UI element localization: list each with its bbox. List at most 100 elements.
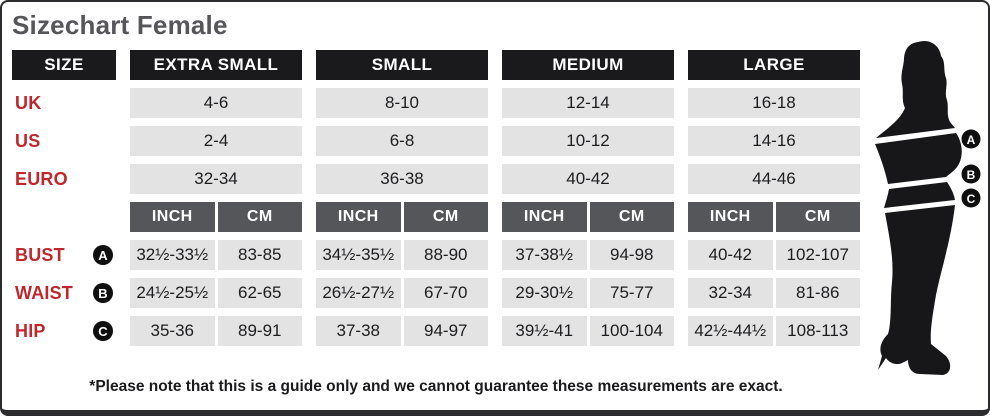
table-cell: 34½-35½ [316, 240, 401, 270]
marker-c-badge: C [93, 321, 113, 341]
table-row-hip: HIP C 35-36 89-91 37-38 94-97 39½-41 100… [12, 316, 860, 346]
marker-a-badge: A [93, 245, 113, 265]
waist-medium: 29-30½ 75-77 [502, 278, 674, 308]
col-header-size: SIZE [12, 50, 116, 80]
row-label-uk: UK [15, 92, 42, 113]
bust-small: 34½-35½ 88-90 [316, 240, 488, 270]
row-label-us: US [15, 130, 41, 151]
silhouette-waist-segment [884, 182, 955, 208]
marker-c-circle [961, 188, 981, 208]
table-cell: 16-18 [688, 88, 860, 118]
table-cell: 75-77 [589, 278, 674, 308]
bust-large: 40-42 102-107 [688, 240, 860, 270]
table-cell: 94-98 [589, 240, 674, 270]
col-header-extra-small: EXTRA SMALL [130, 50, 302, 80]
table-cell: 32½-33½ [130, 240, 215, 270]
content: SIZE EXTRA SMALL SMALL MEDIUM LARGE UK 4… [12, 40, 984, 396]
table-row-waist: WAIST B 24½-25½ 62-65 26½-27½ 67-70 29-3… [12, 278, 860, 308]
row-label-hip: HIP C [12, 316, 116, 346]
unit-header-cm: CM [775, 202, 860, 232]
table-row-us: US 2-4 6-8 10-12 14-16 [12, 126, 860, 156]
table-cell: 8-10 [316, 88, 488, 118]
unit-header-inch: INCH [316, 202, 401, 232]
table-cell: 102-107 [775, 240, 860, 270]
hip-large: 42½-44½ 108-113 [688, 316, 860, 346]
col-header-large: LARGE [688, 50, 860, 80]
table-cell: 94-97 [403, 316, 488, 346]
table-cell: 12-14 [502, 88, 674, 118]
row-label-bust: BUST A [12, 240, 116, 270]
table-cell: 37-38 [316, 316, 401, 346]
table-cell: 67-70 [403, 278, 488, 308]
waist-extra-small: 24½-25½ 62-65 [130, 278, 302, 308]
unit-header-small: INCH CM [316, 202, 488, 232]
table-cell: 83-85 [217, 240, 302, 270]
waist-small: 26½-27½ 67-70 [316, 278, 488, 308]
unit-header-inch: INCH [130, 202, 215, 232]
table-cell: 36-38 [316, 164, 488, 194]
table-cell: 2-4 [130, 126, 302, 156]
table-cell: 4-6 [130, 88, 302, 118]
row-label-euro: EURO [15, 168, 68, 189]
table-cell: 40-42 [502, 164, 674, 194]
silhouette-head-segment [876, 40, 955, 139]
unit-header-spacer [12, 202, 116, 232]
female-silhouette-figure: A B C [860, 40, 984, 396]
hip-small: 37-38 94-97 [316, 316, 488, 346]
unit-header-large: INCH CM [688, 202, 860, 232]
table-cell: 81-86 [775, 278, 860, 308]
table-header-row: SIZE EXTRA SMALL SMALL MEDIUM LARGE [12, 50, 860, 80]
disclaimer-note: *Please note that this is a guide only a… [89, 378, 783, 395]
unit-header-cm: CM [589, 202, 674, 232]
silhouette-legs-segment [878, 205, 955, 375]
hip-extra-small: 35-36 89-91 [130, 316, 302, 346]
figure-marker-b: B [967, 168, 976, 182]
bust-extra-small: 32½-33½ 83-85 [130, 240, 302, 270]
table-cell: 100-104 [589, 316, 674, 346]
table-cell: 24½-25½ [130, 278, 215, 308]
table-cell: 37-38½ [502, 240, 587, 270]
bust-label: BUST [15, 244, 65, 265]
table-cell: 10-12 [502, 126, 674, 156]
table-cell: 35-36 [130, 316, 215, 346]
figure-markers: A B C [961, 129, 981, 208]
table-cell: 14-16 [688, 126, 860, 156]
table-cell: 62-65 [217, 278, 302, 308]
unit-header-medium: INCH CM [502, 202, 674, 232]
hip-label: HIP [15, 320, 46, 341]
table-cell: 44-46 [688, 164, 860, 194]
table-cell: 26½-27½ [316, 278, 401, 308]
table-row-uk: UK 4-6 8-10 12-14 16-18 [12, 88, 860, 118]
table-cell: 88-90 [403, 240, 488, 270]
table-cell: 40-42 [688, 240, 773, 270]
female-silhouette-svg: A B C [875, 40, 981, 375]
marker-b-circle [961, 164, 981, 184]
marker-b-badge: B [93, 283, 113, 303]
col-header-medium: MEDIUM [502, 50, 674, 80]
unit-header-extra-small: INCH CM [130, 202, 302, 232]
row-label-waist: WAIST B [12, 278, 116, 308]
silhouette-bust-segment [875, 133, 962, 184]
waist-label: WAIST [15, 282, 73, 303]
unit-header-cm: CM [217, 202, 302, 232]
table-row-euro: EURO 32-34 36-38 40-42 44-46 [12, 164, 860, 194]
unit-header-inch: INCH [502, 202, 587, 232]
unit-header-cm: CM [403, 202, 488, 232]
hip-medium: 39½-41 100-104 [502, 316, 674, 346]
bust-medium: 37-38½ 94-98 [502, 240, 674, 270]
table-row-bust: BUST A 32½-33½ 83-85 34½-35½ 88-90 37-38… [12, 240, 860, 270]
table-cell: 32-34 [688, 278, 773, 308]
unit-header-row: INCH CM INCH CM INCH CM INCH CM [12, 202, 860, 232]
figure-marker-a: A [967, 133, 976, 147]
table-cell: 39½-41 [502, 316, 587, 346]
waist-large: 32-34 81-86 [688, 278, 860, 308]
col-header-small: SMALL [316, 50, 488, 80]
page-title: Sizechart Female [12, 10, 228, 40]
table-cell: 89-91 [217, 316, 302, 346]
figure-marker-c: C [967, 192, 976, 206]
table-cell: 32-34 [130, 164, 302, 194]
unit-header-inch: INCH [688, 202, 773, 232]
table-cell: 42½-44½ [688, 316, 773, 346]
table-cell: 6-8 [316, 126, 488, 156]
